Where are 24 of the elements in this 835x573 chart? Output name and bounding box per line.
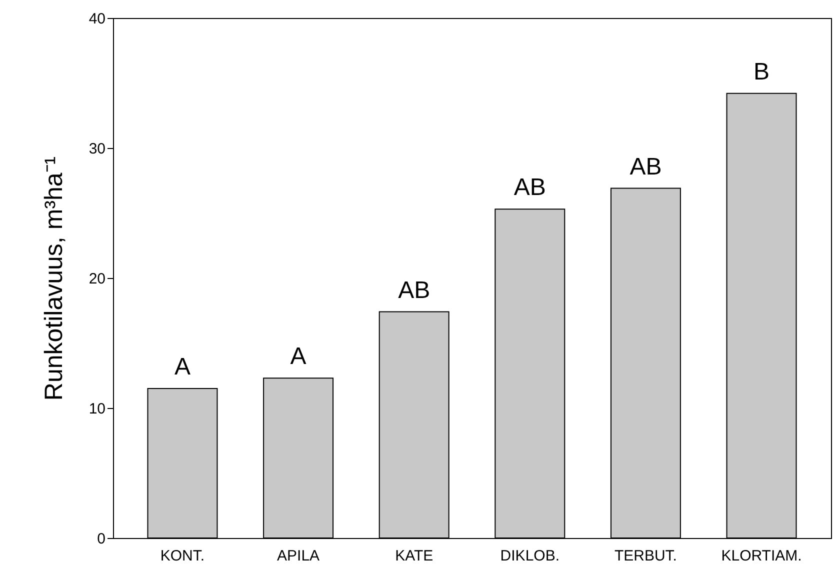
annotation: A [174,354,190,380]
y-tick-label: 20 [88,270,106,288]
x-tick-label: KONT. [160,548,205,564]
bar [263,378,334,538]
y-tick-label: 10 [88,400,106,418]
x-tick-label: APILA [277,548,320,564]
y-tick-label: 30 [88,140,106,158]
annotation: AB [398,276,430,304]
bar [610,188,681,538]
y-tick-label: 0 [97,530,106,548]
bar [494,208,566,538]
annotation: AB [514,174,546,202]
annotation: A [290,343,306,370]
x-tick-label: TERBUT. [614,548,677,564]
y-axis-title: Runkotilavuus, m³ha⁻¹ [40,156,68,401]
bar [147,388,218,538]
x-tick-label: DIKLOB. [500,548,560,564]
x-tick-label: KATE [395,548,434,564]
annotation: AB [630,153,662,180]
x-tick-label: KLORTIAM. [721,548,802,564]
bar [726,92,797,538]
bar [378,311,450,538]
annotation: B [754,58,770,86]
y-tick-label: 40 [88,10,106,28]
